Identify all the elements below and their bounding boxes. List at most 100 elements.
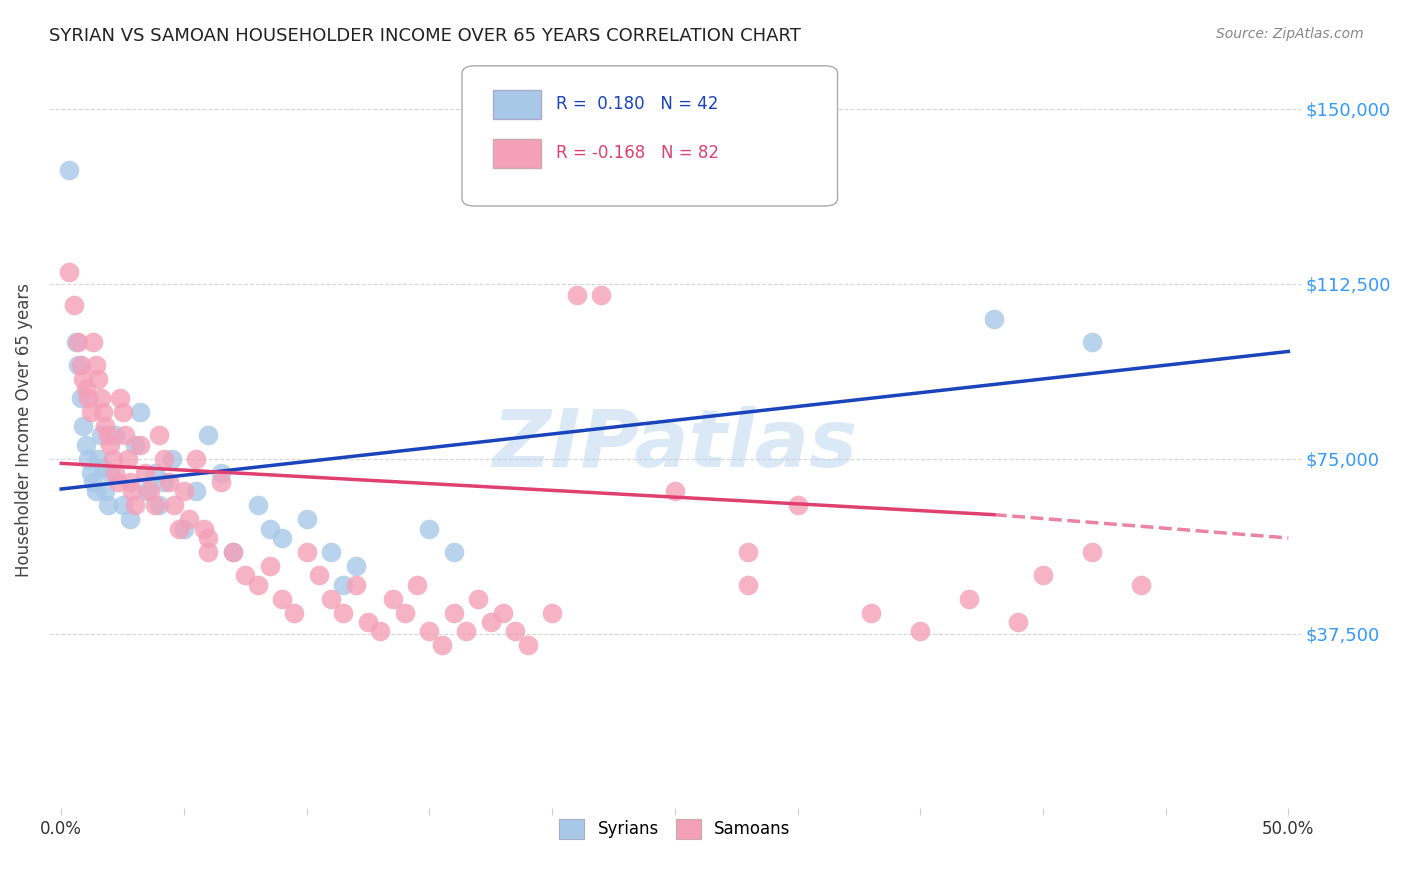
FancyBboxPatch shape <box>494 90 541 119</box>
Point <box>77 451 100 466</box>
FancyBboxPatch shape <box>463 66 838 206</box>
Point <box>246 499 269 513</box>
Point <box>72 419 94 434</box>
Point <box>368 624 391 639</box>
Point <box>89 391 111 405</box>
Point <box>94 419 117 434</box>
Point <box>160 451 183 466</box>
Point <box>163 499 186 513</box>
Point <box>233 568 256 582</box>
Point <box>62 298 84 312</box>
Point <box>957 591 980 606</box>
Point <box>209 475 232 489</box>
Point <box>173 522 195 536</box>
Point <box>357 615 380 629</box>
Point <box>197 428 219 442</box>
Point <box>118 512 141 526</box>
Point <box>516 638 538 652</box>
Point <box>664 484 686 499</box>
Point <box>1081 545 1104 559</box>
Point <box>394 606 416 620</box>
Point <box>117 451 139 466</box>
Point <box>136 484 159 499</box>
Point <box>89 428 111 442</box>
Text: R =  0.180   N = 42: R = 0.180 N = 42 <box>555 95 718 112</box>
Point <box>101 451 124 466</box>
Point <box>321 545 343 559</box>
Point <box>308 568 330 582</box>
Legend: Syrians, Samoans: Syrians, Samoans <box>553 812 797 846</box>
Point <box>591 288 613 302</box>
Point <box>565 288 588 302</box>
Point <box>222 545 245 559</box>
Point <box>143 499 166 513</box>
Point <box>406 577 429 591</box>
Point <box>94 484 117 499</box>
Point <box>332 577 354 591</box>
Point <box>82 335 104 350</box>
Point <box>332 606 354 620</box>
Point <box>104 466 127 480</box>
Point <box>91 461 114 475</box>
Point <box>1007 615 1029 629</box>
Point <box>138 484 160 499</box>
Point <box>121 484 143 499</box>
Point <box>1081 335 1104 350</box>
Point <box>209 466 232 480</box>
Point <box>148 499 170 513</box>
Point <box>479 615 502 629</box>
Point <box>118 475 141 489</box>
Point <box>344 577 367 591</box>
Point <box>67 335 90 350</box>
Point <box>104 428 127 442</box>
Point <box>295 512 318 526</box>
Point <box>80 405 103 419</box>
Y-axis label: Householder Income Over 65 years: Householder Income Over 65 years <box>15 283 32 576</box>
Point <box>65 335 87 350</box>
Point <box>70 391 93 405</box>
Point <box>271 591 294 606</box>
Point <box>124 438 146 452</box>
Point <box>128 405 150 419</box>
Point <box>97 499 120 513</box>
Text: R = -0.168   N = 82: R = -0.168 N = 82 <box>555 144 718 162</box>
Point <box>186 451 208 466</box>
Point <box>157 475 180 489</box>
Point <box>983 311 1005 326</box>
Point <box>541 606 564 620</box>
Point <box>84 484 107 499</box>
Point <box>82 475 104 489</box>
Point <box>167 522 190 536</box>
Text: ZIPatlas: ZIPatlas <box>492 406 858 483</box>
Point <box>222 545 245 559</box>
Point <box>246 577 269 591</box>
Point <box>84 359 107 373</box>
Point <box>67 359 90 373</box>
Point <box>1130 577 1153 591</box>
Point <box>910 624 932 639</box>
Point <box>467 591 489 606</box>
Point <box>87 372 110 386</box>
Point <box>124 499 146 513</box>
Point <box>492 606 515 620</box>
Point <box>186 484 208 499</box>
Point <box>98 466 121 480</box>
Point <box>58 265 80 279</box>
Point <box>70 359 93 373</box>
Point <box>1032 568 1054 582</box>
Point <box>87 451 110 466</box>
Point <box>97 428 120 442</box>
FancyBboxPatch shape <box>494 139 541 168</box>
Point <box>860 606 883 620</box>
Point <box>344 558 367 573</box>
Point <box>153 475 176 489</box>
Point <box>283 606 305 620</box>
Point <box>197 531 219 545</box>
Point <box>295 545 318 559</box>
Point <box>197 545 219 559</box>
Point <box>259 522 281 536</box>
Point <box>98 438 121 452</box>
Point <box>108 391 131 405</box>
Point <box>177 512 200 526</box>
Point <box>143 466 166 480</box>
